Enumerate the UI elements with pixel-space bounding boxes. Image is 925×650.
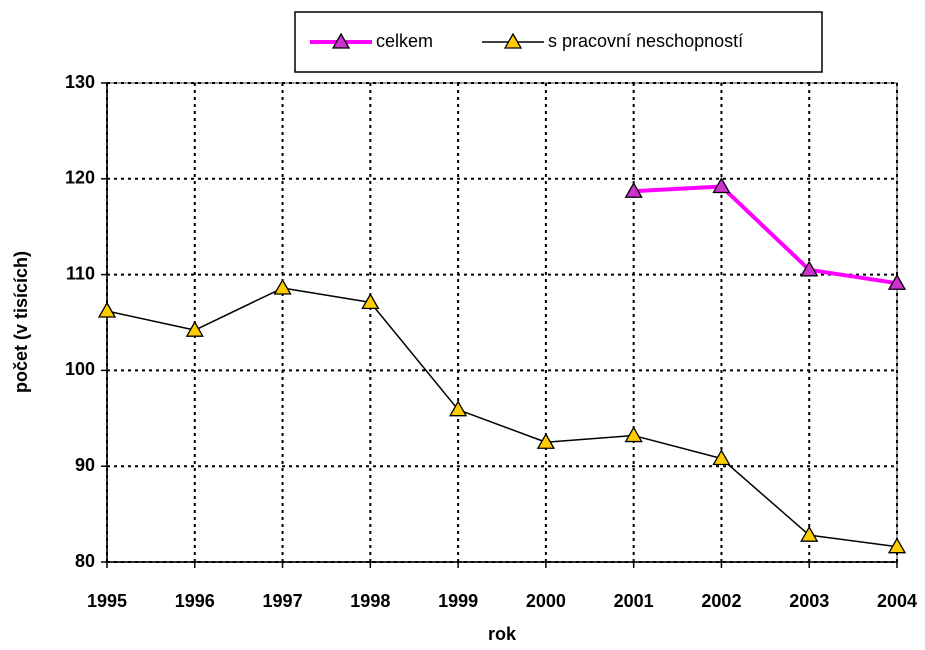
marker	[800, 525, 819, 542]
y-tick-label: 80	[75, 551, 95, 571]
x-tick-label: 1997	[263, 591, 303, 611]
y-tick-label: 100	[65, 359, 95, 379]
x-tick-label: 2003	[789, 591, 829, 611]
marker	[97, 301, 117, 318]
series-line	[633, 184, 898, 286]
x-tick-label: 1995	[87, 591, 127, 611]
x-tick-label: 1998	[350, 591, 390, 611]
marker	[887, 273, 907, 290]
marker	[624, 181, 643, 198]
marker	[624, 426, 643, 443]
y-tick-label: 120	[65, 168, 95, 188]
legend-marker	[331, 32, 351, 49]
plot-area	[106, 82, 898, 563]
marker	[361, 293, 380, 310]
marker	[185, 320, 204, 337]
marker	[800, 260, 819, 277]
x-tick-label: 2002	[701, 591, 741, 611]
x-tick-label: 1999	[438, 591, 478, 611]
y-tick-label: 130	[65, 72, 95, 92]
y-tick-label: 110	[66, 263, 95, 283]
x-axis-label: rok	[488, 624, 517, 644]
x-tick-label: 2004	[877, 591, 917, 611]
x-tick-label: 1996	[175, 591, 215, 611]
series-line	[106, 287, 898, 548]
x-tick-label: 2001	[614, 591, 654, 611]
marker	[712, 177, 731, 194]
marker	[273, 278, 292, 295]
x-tick-label: 2000	[526, 591, 566, 611]
y-axis-label: počet (v tisících)	[11, 251, 31, 393]
marker	[536, 432, 556, 449]
marker	[448, 400, 468, 417]
marker	[887, 537, 907, 554]
y-tick-label: 90	[75, 455, 95, 475]
legend-box	[294, 11, 823, 73]
legend-marker	[503, 32, 523, 49]
legend-label: s pracovní neschopností	[548, 31, 743, 51]
legend-label: celkem	[376, 31, 433, 51]
marker	[712, 449, 731, 466]
